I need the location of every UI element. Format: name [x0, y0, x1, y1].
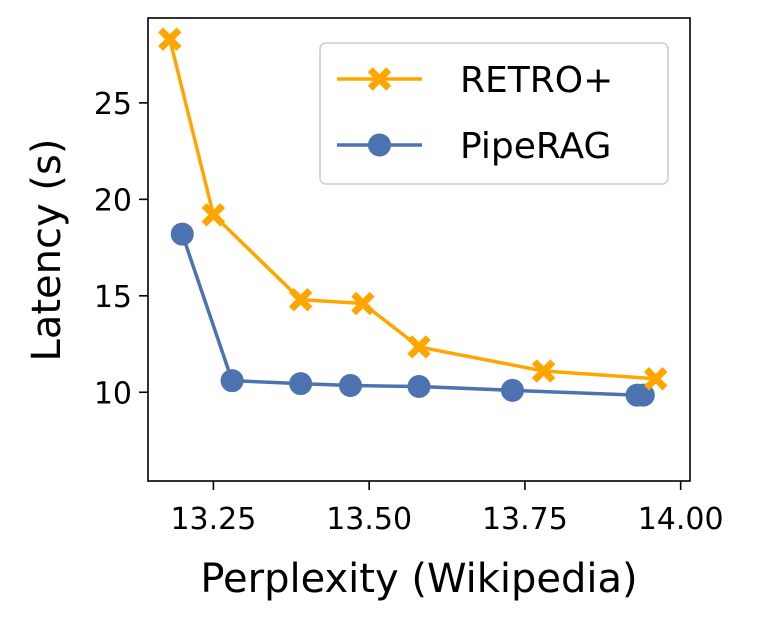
legend: RETRO+ PipeRAG	[319, 42, 669, 185]
x-tick-label: 13.50	[326, 502, 412, 537]
x-axis-ticks: 13.25 13.50 13.75 14.00	[170, 481, 724, 537]
data-point-piperag	[170, 222, 194, 246]
legend-marker-x	[367, 67, 392, 91]
y-axis-label: Latency (s)	[24, 139, 70, 362]
y-tick-label: 25	[94, 87, 132, 122]
series-piperag	[170, 222, 655, 407]
data-point-piperag	[220, 369, 244, 393]
data-point-retro	[201, 203, 226, 227]
legend-marker-circle	[368, 133, 391, 157]
x-axis-label: Perplexity (Wikipedia)	[200, 556, 637, 602]
y-tick-label: 20	[94, 183, 132, 218]
data-point-piperag	[338, 374, 362, 398]
legend-marker-retro	[367, 67, 392, 91]
plot-series	[158, 27, 668, 407]
y-tick-label: 15	[94, 280, 132, 315]
data-point-retro	[288, 287, 313, 312]
x-tick-label: 13.75	[482, 502, 568, 537]
x-tick-label: 13.25	[170, 502, 256, 537]
data-point-retro	[531, 359, 556, 383]
plot-area-frame	[147, 17, 691, 482]
y-tick-label: 10	[94, 376, 132, 411]
series-line-piperag	[180, 233, 644, 397]
data-point-retro	[407, 335, 431, 359]
series-retro	[158, 27, 668, 391]
legend-label-retro: RETRO+	[460, 60, 613, 101]
x-tick-label: 14.00	[638, 502, 724, 537]
data-point-retro	[644, 367, 668, 391]
data-point-piperag	[500, 378, 524, 402]
legend-marker-piperag	[368, 133, 391, 157]
data-point-retro	[158, 27, 182, 51]
data-point-piperag	[289, 372, 313, 396]
data-point-piperag	[407, 374, 431, 398]
legend-label-piperag: PipeRAG	[460, 126, 611, 167]
y-axis-ticks: 10 15 20 25	[94, 87, 148, 411]
data-point-retro	[351, 291, 375, 316]
